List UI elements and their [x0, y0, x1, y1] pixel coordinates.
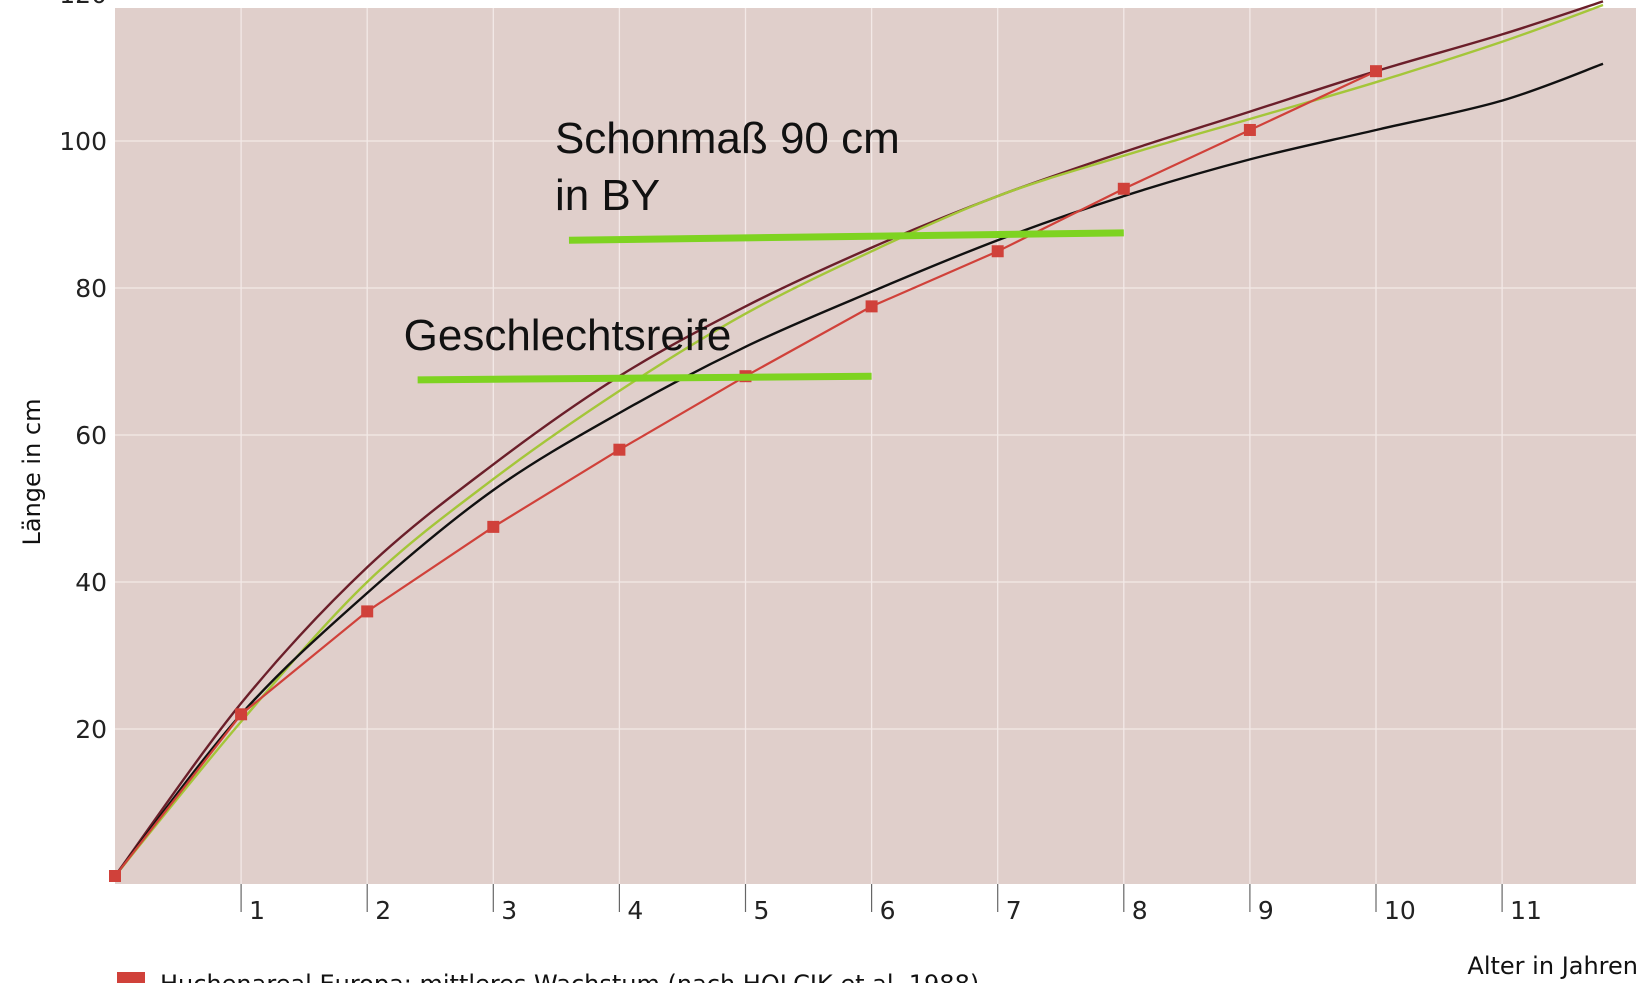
- data-point-marker: [991, 245, 1004, 258]
- x-tick-label: 1: [249, 896, 265, 925]
- data-point-marker: [613, 443, 626, 456]
- grid: [115, 8, 1636, 884]
- annotation-text: Geschlechtsreife: [404, 311, 732, 360]
- series-curve: [114, 0, 1604, 877]
- data-point-marker: [1117, 182, 1130, 195]
- series-curve: [114, 3, 1604, 877]
- annotations: Schonmaß 90 cm in BY Geschlechtsreife: [404, 114, 1124, 384]
- y-axis-title: Länge in cm: [18, 399, 46, 546]
- x-tick-label: 10: [1384, 896, 1416, 925]
- data-point-marker: [865, 300, 878, 313]
- annotation-text: Schonmaß 90 cm: [555, 114, 900, 163]
- x-tick-label: 2: [375, 896, 391, 925]
- x-tick-label: 4: [627, 896, 643, 925]
- y-tick-label: 80: [75, 274, 107, 303]
- x-tick-label: 11: [1510, 896, 1542, 925]
- y-tick-label: 120: [59, 0, 107, 9]
- y-axis-ticks: 20 40 60 80 100 120: [59, 0, 107, 744]
- x-tick-label: 6: [880, 896, 896, 925]
- plot-background: [115, 8, 1636, 884]
- series-markers: [109, 65, 1382, 882]
- y-tick-label: 100: [59, 127, 107, 156]
- annotation-line: [568, 229, 1124, 244]
- data-point-marker: [361, 605, 374, 618]
- annotation-text: in BY: [555, 171, 660, 220]
- x-tick-label: 8: [1132, 896, 1148, 925]
- x-tick-label: 3: [501, 896, 517, 925]
- data-point-marker: [235, 708, 248, 721]
- x-tick-label: 9: [1258, 896, 1274, 925]
- x-axis-title: Alter in Jahren: [1467, 952, 1638, 980]
- y-tick-label: 60: [75, 421, 107, 450]
- y-tick-label: 20: [75, 715, 107, 744]
- x-axis-ticks: 1 2 3 4 5 6 7 8 9 10 11: [240, 884, 1542, 925]
- data-point-marker: [487, 520, 500, 533]
- y-tick-label: 40: [75, 568, 107, 597]
- data-point-marker: [1243, 123, 1256, 136]
- series-curve: [114, 62, 1604, 877]
- annotation-line: [417, 372, 872, 384]
- x-tick-label: 5: [754, 896, 770, 925]
- x-tick-label: 7: [1006, 896, 1022, 925]
- data-point-marker: [109, 870, 121, 882]
- legend: Huchenareal Europa: mittleres Wachstum (…: [117, 970, 979, 983]
- legend-entry: Huchenareal Europa: mittleres Wachstum (…: [160, 970, 979, 983]
- legend-swatch: [117, 972, 145, 983]
- data-point-marker: [1370, 65, 1382, 78]
